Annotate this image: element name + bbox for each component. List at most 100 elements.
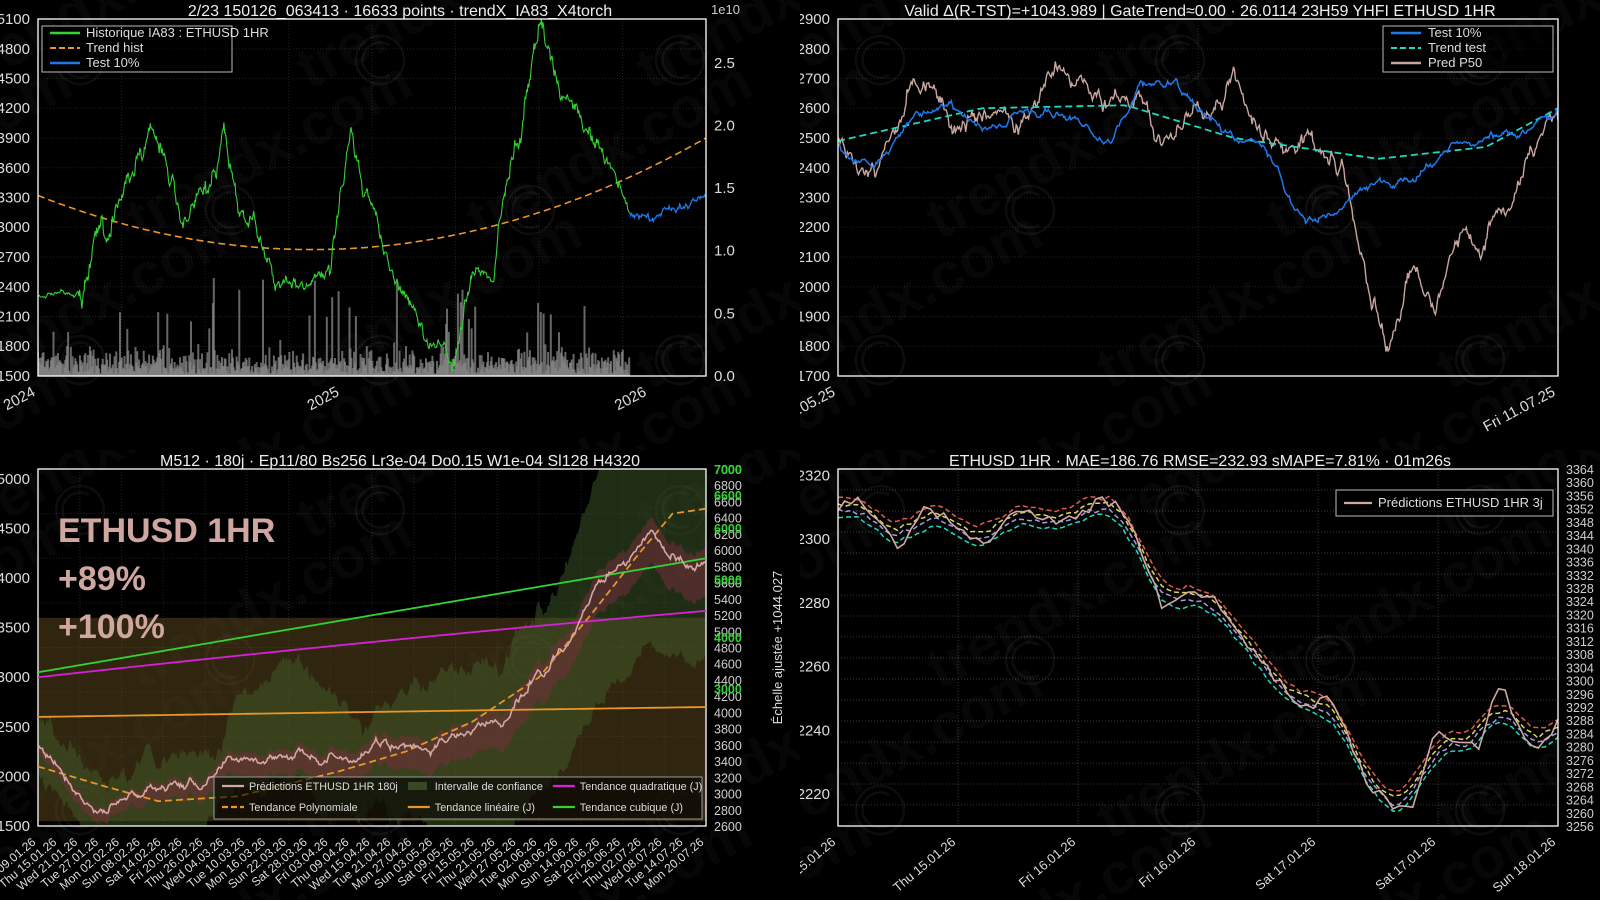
svg-text:6000: 6000 [714,544,742,558]
svg-text:ETHUSD 1HR: ETHUSD 1HR [58,512,275,550]
svg-text:5400: 5400 [714,593,742,607]
svg-text:2800: 2800 [714,804,742,818]
svg-text:Intervalle de confiance: Intervalle de confiance [435,781,543,793]
svg-text:4600: 4600 [714,658,742,672]
svg-text:7000: 7000 [714,463,742,477]
svg-text:3280: 3280 [1566,741,1594,755]
svg-text:5000: 5000 [714,574,742,588]
svg-text:2/23 150126_063413 · 16633 poi: 2/23 150126_063413 · 16633 points · tren… [188,3,612,20]
svg-text:2400: 2400 [800,160,830,177]
svg-text:3360: 3360 [1566,476,1594,490]
svg-text:Échelle ajustée +1044.027: Échelle ajustée +1044.027 [770,571,785,725]
svg-text:5800: 5800 [714,560,742,574]
svg-text:3312: 3312 [1566,635,1594,649]
svg-text:4000: 4000 [714,631,742,645]
svg-text:3328: 3328 [1566,582,1594,596]
svg-text:3300: 3300 [0,190,30,207]
svg-text:2280: 2280 [800,595,830,612]
svg-text:Sat 17.01.26: Sat 17.01.26 [1372,834,1438,893]
svg-text:2.5: 2.5 [714,55,735,72]
svg-text:Sun 18.01.26: Sun 18.01.26 [1489,834,1558,895]
svg-text:3600: 3600 [714,739,742,753]
svg-text:2240: 2240 [800,722,830,739]
svg-text:Pred P50: Pred P50 [1428,55,1482,70]
svg-text:3272: 3272 [1566,767,1594,781]
svg-text:1900: 1900 [800,309,830,326]
svg-text:0.0: 0.0 [714,368,735,385]
svg-text:2600: 2600 [800,100,830,117]
svg-text:3000: 3000 [0,669,30,686]
svg-text:Tendance Polynomiale: Tendance Polynomiale [249,802,358,814]
svg-text:2024: 2024 [1,383,38,414]
svg-text:2.0: 2.0 [714,118,735,135]
svg-text:1800: 1800 [800,338,830,355]
svg-text:3264: 3264 [1566,794,1594,808]
svg-text:3200: 3200 [714,771,742,785]
svg-text:3276: 3276 [1566,754,1594,768]
svg-text:2600: 2600 [714,820,742,834]
svg-text:5100: 5100 [0,11,30,28]
svg-text:5000: 5000 [0,471,30,488]
svg-text:3400: 3400 [714,755,742,769]
svg-text:2700: 2700 [0,249,30,266]
svg-text:Fri 16.01.26: Fri 16.01.26 [1136,834,1199,890]
svg-text:Valid Δ(R-TST)=+1043.989 | Gat: Valid Δ(R-TST)=+1043.989 | GateTrend≈0.0… [904,3,1495,20]
svg-text:2260: 2260 [800,659,830,676]
svg-text:2500: 2500 [800,130,830,147]
svg-text:3800: 3800 [714,723,742,737]
svg-text:3600: 3600 [0,160,30,177]
svg-text:ETHUSD 1HR · MAE=186.76 RMSE=2: ETHUSD 1HR · MAE=186.76 RMSE=232.93 sMAP… [949,453,1451,470]
svg-text:3260: 3260 [1566,807,1594,821]
svg-text:3332: 3332 [1566,569,1594,583]
svg-text:6000: 6000 [714,522,742,536]
svg-text:4800: 4800 [0,41,30,58]
svg-text:Thu 15.01.26: Thu 15.01.26 [800,834,838,895]
svg-text:6600: 6600 [714,489,742,503]
svg-text:Prédictions ETHUSD 1HR 180j: Prédictions ETHUSD 1HR 180j [249,781,398,793]
svg-text:Trend test: Trend test [1428,40,1486,55]
svg-text:2700: 2700 [800,71,830,88]
svg-text:2200: 2200 [800,219,830,236]
svg-text:2400: 2400 [0,279,30,296]
svg-text:Historique IA83 : ETHUSD 1HR: Historique IA83 : ETHUSD 1HR [86,25,269,40]
svg-text:0.5: 0.5 [714,305,735,322]
svg-text:2320: 2320 [800,467,830,484]
svg-text:M512 · 180j · Ep11/80 Bs256 Lr: M512 · 180j · Ep11/80 Bs256 Lr3e-04 Do0.… [160,453,640,470]
svg-text:2500: 2500 [0,719,30,736]
svg-text:2100: 2100 [800,249,830,266]
svg-text:2025: 2025 [305,383,342,414]
svg-text:2100: 2100 [0,309,30,326]
svg-text:1800: 1800 [0,338,30,355]
svg-text:3284: 3284 [1566,727,1594,741]
svg-text:Prédictions ETHUSD 1HR 3j: Prédictions ETHUSD 1HR 3j [1378,495,1543,510]
svg-text:1500: 1500 [0,818,30,835]
svg-text:4000: 4000 [0,570,30,587]
svg-text:2300: 2300 [800,531,830,548]
svg-text:3324: 3324 [1566,595,1594,609]
svg-text:3340: 3340 [1566,542,1594,556]
svg-text:2300: 2300 [800,190,830,207]
svg-text:3000: 3000 [714,788,742,802]
svg-text:1700: 1700 [800,368,830,385]
svg-text:2000: 2000 [800,279,830,296]
svg-text:3288: 3288 [1566,714,1594,728]
svg-text:3304: 3304 [1566,661,1594,675]
svg-text:1500: 1500 [0,368,30,385]
svg-text:Tendance quadratique (J): Tendance quadratique (J) [580,781,702,793]
svg-text:4200: 4200 [0,100,30,117]
svg-text:1e10: 1e10 [711,2,740,17]
svg-text:3296: 3296 [1566,688,1594,702]
svg-text:3000: 3000 [714,683,742,697]
svg-text:3320: 3320 [1566,608,1594,622]
svg-text:Fri 16.01.26: Fri 16.01.26 [1016,834,1079,890]
svg-text:Test 10%: Test 10% [1428,25,1482,40]
svg-text:3268: 3268 [1566,780,1594,794]
svg-text:Tendance cubique (J): Tendance cubique (J) [580,802,683,814]
svg-text:Test 10%: Test 10% [86,55,140,70]
svg-text:3364: 3364 [1566,463,1594,477]
svg-text:Tendance linéaire (J): Tendance linéaire (J) [435,802,535,814]
svg-text:3000: 3000 [0,219,30,236]
svg-text:2800: 2800 [800,41,830,58]
svg-text:+89%: +89% [58,560,146,598]
svg-text:3344: 3344 [1566,529,1594,543]
